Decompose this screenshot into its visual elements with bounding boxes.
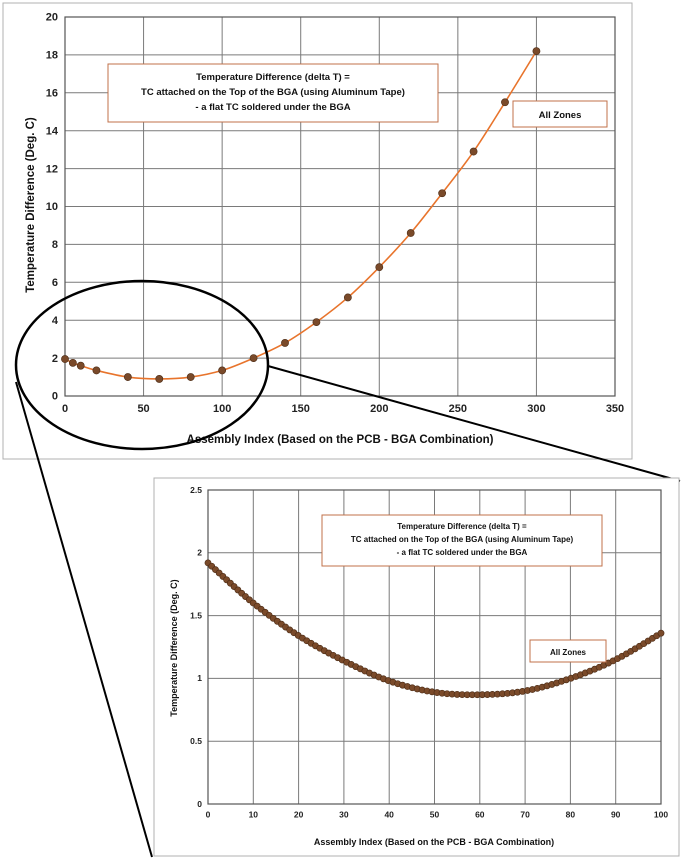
main-data-point bbox=[218, 366, 227, 375]
main-data-point bbox=[375, 263, 384, 272]
main-y-tick-label: 6 bbox=[52, 277, 58, 289]
inset-chart-annotation-line-1: Temperature Difference (delta T) = bbox=[397, 522, 527, 531]
inset-chart-annotation-line-3: - a flat TC soldered under the BGA bbox=[397, 548, 528, 557]
main-chart-y-ticks: 0 2 4 6 8 10 12 14 16 18 20 bbox=[46, 12, 59, 403]
main-data-point bbox=[532, 47, 541, 56]
inset-x-tick-label: 40 bbox=[384, 810, 394, 820]
inset-plot-area bbox=[207, 489, 662, 805]
inset-chart-legend-box bbox=[529, 639, 607, 663]
inset-x-tick-label: 60 bbox=[475, 810, 485, 820]
main-chart-annotation-line-1: Temperature Difference (delta T) = bbox=[196, 72, 350, 83]
inset-x-tick-label: 80 bbox=[566, 810, 576, 820]
main-x-tick-label: 100 bbox=[213, 403, 231, 415]
inset-chart-legend-label: All Zones bbox=[550, 648, 587, 657]
main-data-point bbox=[76, 361, 85, 370]
main-data-point bbox=[68, 358, 77, 367]
main-x-tick-label: 350 bbox=[606, 403, 624, 415]
main-y-tick-label: 18 bbox=[46, 50, 58, 62]
inset-y-tick-label: 2 bbox=[197, 548, 202, 558]
inset-x-tick-label: 0 bbox=[206, 810, 211, 820]
main-x-tick-label: 250 bbox=[449, 403, 467, 415]
inset-x-tick-label: 30 bbox=[339, 810, 349, 820]
main-data-point bbox=[186, 373, 195, 381]
main-data-point bbox=[123, 373, 132, 381]
main-chart-annotation-line-3: - a flat TC soldered under the BGA bbox=[195, 102, 350, 113]
main-y-tick-label: 4 bbox=[52, 315, 59, 327]
inset-data-point bbox=[657, 629, 665, 637]
main-data-point bbox=[469, 147, 478, 156]
inset-x-tick-label: 90 bbox=[611, 810, 621, 820]
inset-chart-annotation-line-2: TC attached on the Top of the BGA (using… bbox=[351, 535, 574, 544]
main-y-tick-label: 2 bbox=[52, 353, 58, 365]
zoom-connector-right bbox=[267, 365, 681, 482]
main-data-point bbox=[312, 318, 321, 326]
main-x-tick-label: 200 bbox=[370, 403, 388, 415]
inset-chart-y-ticks: 0 0.5 1 1.5 2 2.5 bbox=[190, 485, 202, 809]
main-chart-y-axis-label: Temperature Difference (Deg. C) bbox=[25, 117, 37, 293]
main-chart-x-axis-label: Assembly Index (Based on the PCB - BGA C… bbox=[187, 434, 494, 446]
main-data-point bbox=[406, 229, 415, 237]
inset-chart-y-axis-label: Temperature Difference (Deg. C) bbox=[169, 579, 179, 716]
inset-y-tick-label: 2.5 bbox=[190, 485, 202, 495]
zoom-highlight-ellipse bbox=[14, 279, 270, 451]
inset-y-tick-label: 0 bbox=[197, 799, 202, 809]
main-data-point bbox=[343, 293, 352, 302]
inset-x-tick-label: 10 bbox=[249, 810, 259, 820]
main-y-tick-label: 12 bbox=[46, 163, 58, 175]
main-chart-x-ticks: 0 50 100 150 200 250 300 350 bbox=[62, 403, 624, 415]
main-y-tick-label: 8 bbox=[52, 239, 58, 251]
main-data-point bbox=[501, 98, 509, 107]
inset-x-tick-label: 20 bbox=[294, 810, 304, 820]
main-plot-area bbox=[64, 16, 616, 397]
main-data-point bbox=[61, 355, 69, 363]
main-chart-series bbox=[61, 47, 541, 383]
main-y-tick-label: 16 bbox=[46, 87, 58, 99]
main-chart-legend-label: All Zones bbox=[539, 110, 582, 121]
inset-y-tick-label: 1.5 bbox=[190, 610, 202, 620]
inset-x-tick-label: 50 bbox=[430, 810, 440, 820]
main-x-tick-label: 150 bbox=[292, 403, 310, 415]
main-x-tick-label: 0 bbox=[62, 403, 68, 415]
zoom-connector-left bbox=[15, 381, 153, 858]
main-chart-legend-box bbox=[512, 100, 608, 128]
main-y-tick-label: 0 bbox=[52, 391, 58, 403]
main-data-point bbox=[92, 366, 101, 375]
main-data-point bbox=[249, 354, 258, 362]
inset-y-tick-label: 1 bbox=[197, 673, 202, 683]
inset-chart-series bbox=[204, 559, 665, 699]
inset-chart-x-axis-label: Assembly Index (Based on the PCB - BGA C… bbox=[314, 837, 554, 847]
inset-y-tick-label: 0.5 bbox=[190, 736, 202, 746]
inset-x-tick-label: 70 bbox=[520, 810, 530, 820]
main-y-tick-label: 10 bbox=[46, 201, 58, 213]
main-x-tick-label: 50 bbox=[137, 403, 149, 415]
main-data-point bbox=[281, 339, 289, 347]
main-y-tick-label: 14 bbox=[46, 125, 59, 137]
main-data-point bbox=[438, 189, 447, 198]
main-x-tick-label: 300 bbox=[527, 403, 545, 415]
inset-x-tick-label: 100 bbox=[654, 810, 668, 820]
main-chart-annotation-box bbox=[107, 63, 439, 123]
main-chart-annotation-line-2: TC attached on the Top of the BGA (using… bbox=[141, 87, 405, 98]
main-y-tick-label: 20 bbox=[46, 12, 58, 24]
main-data-point bbox=[155, 375, 164, 383]
inset-chart-annotation-box bbox=[321, 514, 603, 567]
inset-chart-x-ticks: 0 10 20 30 40 50 60 70 80 90 100 bbox=[206, 810, 669, 820]
